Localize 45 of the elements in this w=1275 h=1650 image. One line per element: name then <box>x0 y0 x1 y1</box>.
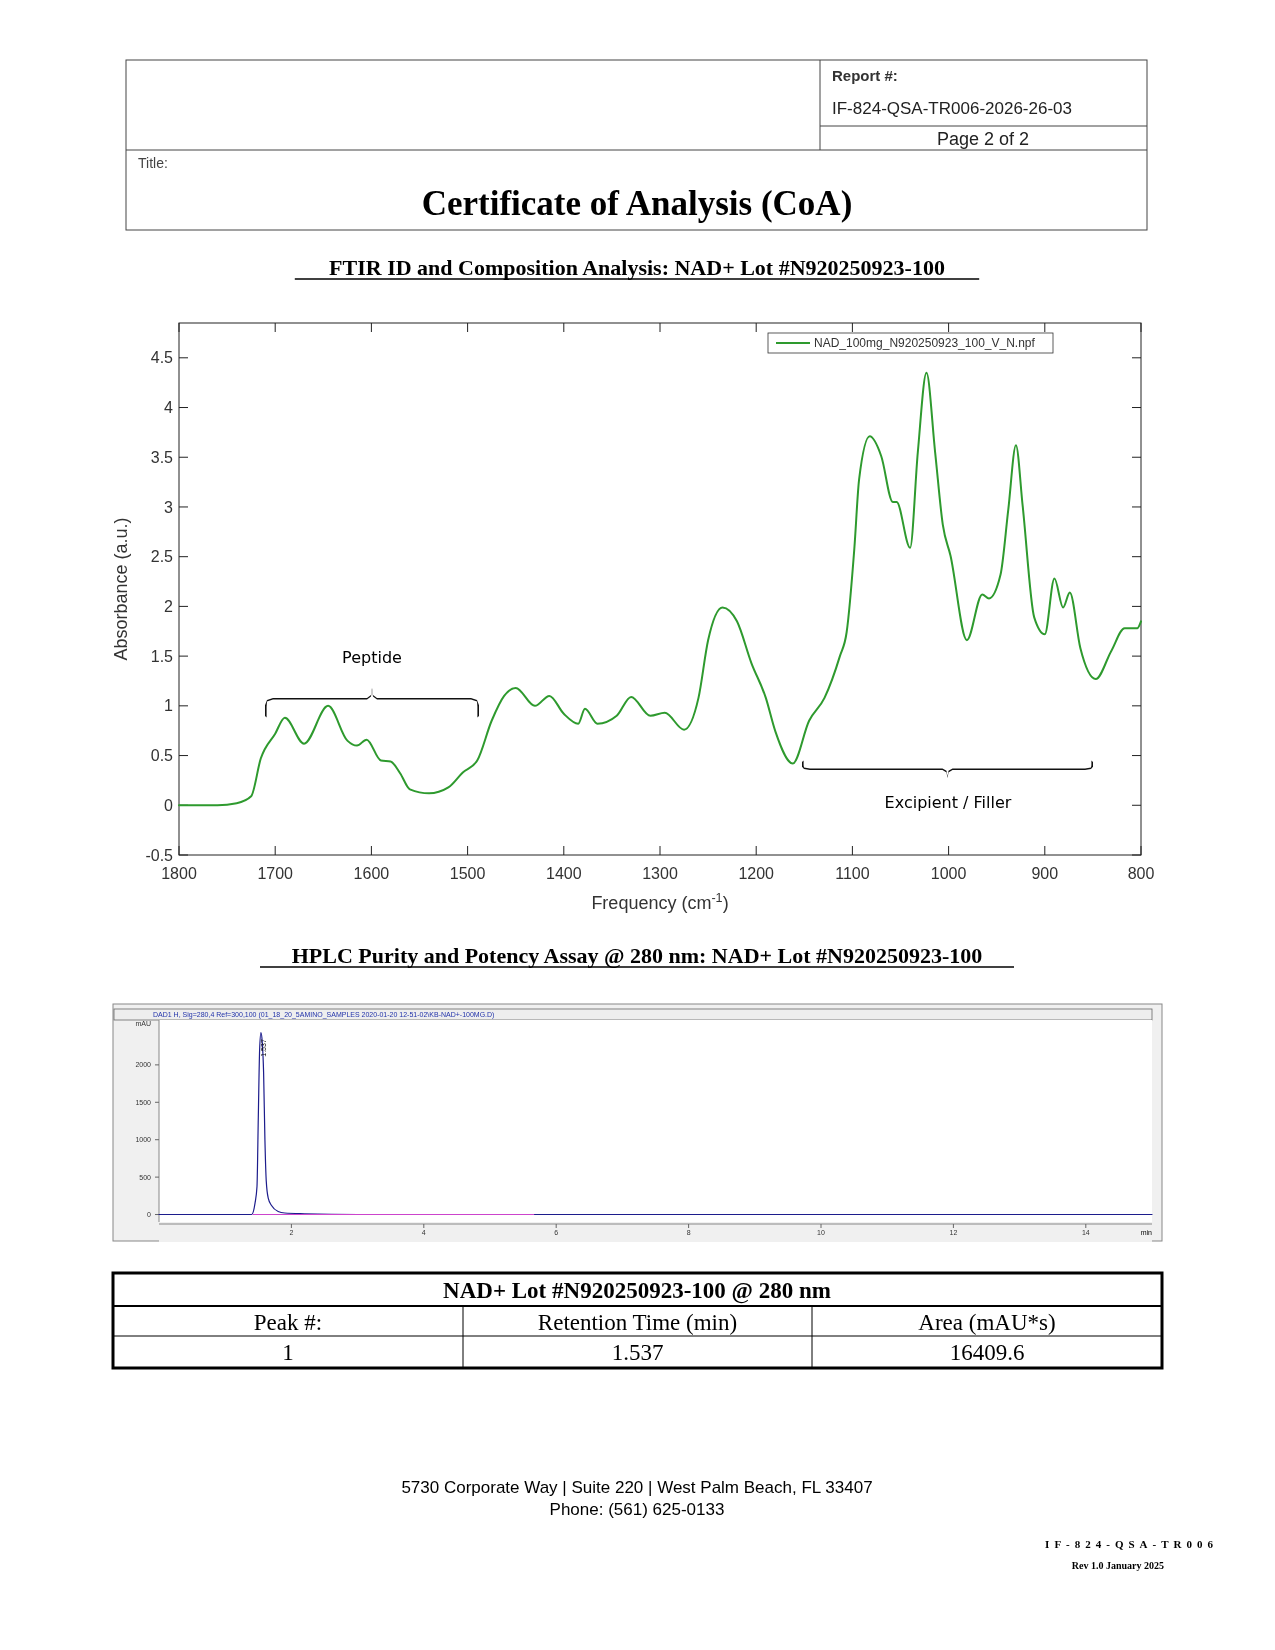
text: Title: <box>138 155 168 171</box>
text: IF-824-QSA-TR006-2026-26-03 <box>832 99 1073 118</box>
chart-title: FTIR ID and Composition Analysis: NAD+ Lot #N920250923-100 <box>329 255 945 280</box>
x-tick-label: 1600 <box>353 865 390 882</box>
annotation: Excipient / Filler <box>884 793 1012 812</box>
y-tick-label: 2 <box>164 598 174 615</box>
text: 16409.6 <box>949 1340 1025 1365</box>
text: Certificate of Analysis (CoA) <box>421 184 853 223</box>
y-tick-label: 2.5 <box>150 548 174 566</box>
text: Rev 1.0 January 2025 <box>1071 1560 1164 1571</box>
x-tick-label: 1400 <box>546 865 582 882</box>
y-tick-label: 0.5 <box>150 747 174 765</box>
x-tick-label: 1100 <box>835 865 870 882</box>
text: Report #: <box>832 67 898 84</box>
y-axis-title: Absorbance (a.u.) <box>111 517 131 661</box>
y-tick-label: -0.5 <box>145 846 174 864</box>
x-tick-label: 1500 <box>449 865 486 882</box>
annotation: Peptide <box>342 648 402 667</box>
y-tick-label: 0 <box>164 796 174 814</box>
text: 1.537 <box>611 1340 664 1365</box>
x-tick-label: 1300 <box>642 865 678 882</box>
x-tick-label: 1800 <box>161 865 197 882</box>
text: Peak #: <box>253 1310 323 1335</box>
chart-title: HPLC Purity and Potency Assay @ 280 nm: NAD+ Lot #N920250923-100 <box>291 943 983 968</box>
y-tick-label: 4 <box>164 399 174 417</box>
text: Retention Time (min) <box>537 1310 738 1335</box>
y-tick-label: 4.5 <box>150 349 174 367</box>
text: 5730 Corporate Way | Suite 220 | West Palm Beach, FL 33407 <box>401 1478 873 1497</box>
text: Phone: (561) 625-0133 <box>549 1500 725 1519</box>
text: 1 <box>282 1340 294 1365</box>
x-tick-label: 1700 <box>257 865 294 882</box>
x-tick-label: 800 <box>1127 865 1155 882</box>
legend-label: NAD_100mg_N920250923_100_V_N.npf <box>814 336 1036 350</box>
text: Page 2 of 2 <box>936 129 1030 149</box>
text: NAD+ Lot #N920250923-100 @ 280 nm <box>443 1278 831 1304</box>
y-tick-label: 1 <box>164 697 174 715</box>
x-tick-label: 1200 <box>738 865 775 882</box>
text: IF-824-QSA-TR006 <box>1045 1538 1218 1550</box>
y-tick-label: 1.5 <box>150 647 174 665</box>
x-tick-label: 900 <box>1031 865 1059 882</box>
x-tick-label: 1000 <box>930 865 967 882</box>
y-tick-label: 3 <box>164 498 174 516</box>
y-tick-label: 3.5 <box>150 448 174 466</box>
x-axis-title: Frequency (cm$^{-1}$) <box>591 891 729 913</box>
text: Area (mAU*s) <box>918 1310 1056 1335</box>
